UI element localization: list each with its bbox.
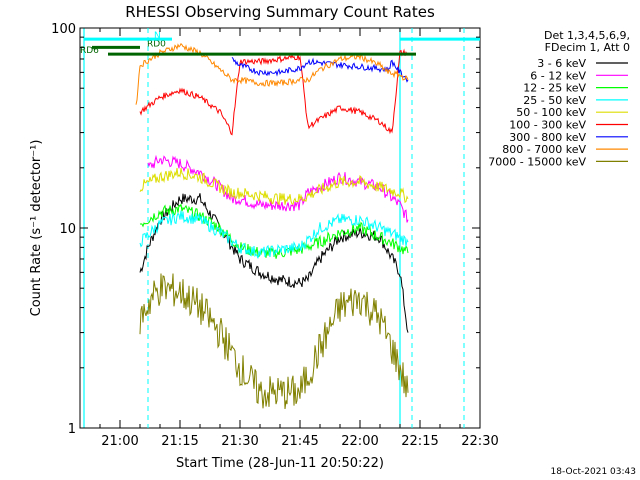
series-line-0 — [139, 193, 409, 333]
legend-label: 6 - 12 keV — [530, 69, 586, 82]
annotation-label: RD6 — [80, 46, 99, 56]
legend-label: 50 - 100 keV — [516, 106, 586, 119]
series-line-7 — [135, 42, 409, 105]
legend-label: 25 - 50 keV — [523, 94, 586, 107]
annotation-label: N — [154, 31, 161, 41]
legend-label: 800 - 7000 keV — [502, 143, 586, 156]
y-axis-label: Count Rate (s⁻¹ detector⁻¹) — [29, 140, 44, 317]
y-tick-label: 10 — [59, 222, 76, 237]
x-tick-label: 21:30 — [221, 434, 258, 449]
series-line-4 — [139, 167, 409, 206]
legend-label: 7000 - 15000 keV — [488, 155, 586, 168]
y-tick-label: 1 — [68, 422, 76, 437]
legend-label: 3 - 6 keV — [537, 57, 586, 70]
annotation-label: RD0 — [147, 39, 166, 49]
chart-title: RHESSI Observing Summary Count Rates — [125, 3, 435, 21]
legend-header-line-2: FDecim 1, Att 0 — [545, 41, 630, 54]
series-line-6 — [231, 57, 409, 83]
legend-label: 12 - 25 keV — [523, 82, 586, 95]
x-tick-label: 21:15 — [161, 434, 198, 449]
series-line-3 — [139, 210, 409, 259]
x-tick-label: 22:00 — [341, 434, 378, 449]
series-line-2 — [139, 203, 409, 259]
x-tick-label: 22:30 — [461, 434, 498, 449]
series-line-5 — [139, 48, 409, 136]
series-line-8 — [139, 273, 409, 410]
date-stamp: 18-Oct-2021 03:43 — [551, 467, 636, 477]
legend-label: 300 - 800 keV — [509, 131, 586, 144]
legend-header-line-1: Det 1,3,4,5,6,9, — [544, 29, 630, 42]
y-tick-label: 100 — [51, 22, 76, 37]
series-line-1 — [147, 154, 409, 223]
x-tick-label: 21:00 — [101, 434, 138, 449]
x-axis-label: Start Time (28-Jun-11 20:50:22) — [176, 456, 384, 471]
x-tick-label: 22:15 — [401, 434, 438, 449]
plot-frame — [79, 27, 481, 429]
x-tick-label: 21:45 — [281, 434, 318, 449]
legend-label: 100 - 300 keV — [509, 119, 586, 132]
